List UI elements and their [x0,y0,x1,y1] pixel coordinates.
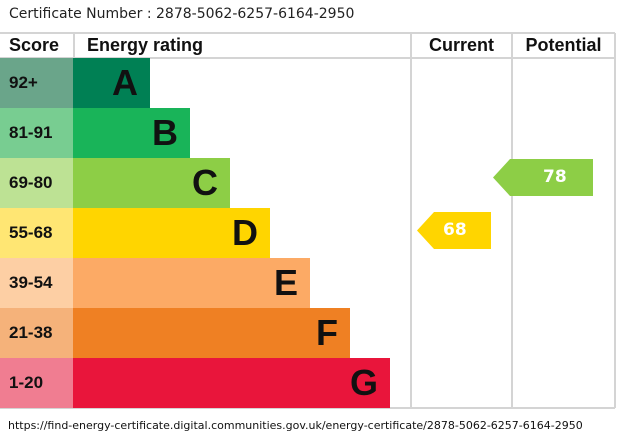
divider [73,33,75,58]
band-bar-a: A [73,58,150,108]
score-g: 1-20 [0,358,73,408]
header-energy-rating: Energy rating [87,35,204,55]
score-e: 39-54 [0,258,73,308]
divider [0,32,615,34]
score-c: 69-80 [0,158,73,208]
header-score: Score [9,35,60,55]
current-rating-value: 68 [443,220,467,240]
score-f: 21-38 [0,308,73,358]
band-bar-f: F [73,308,350,358]
band-bar-g: G [73,358,390,408]
divider [0,57,615,59]
band-bar-c: C [73,158,230,208]
header-potential: Potential [525,35,602,55]
certificate-url[interactable]: https://find-energy-certificate.digital.… [8,419,583,432]
score-a: 92+ [0,58,73,108]
band-bar-b: B [73,108,190,158]
score-d: 55-68 [0,208,73,258]
divider [410,33,412,408]
score-b: 81-91 [0,108,73,158]
divider [0,407,615,409]
potential-rating-value: 78 [543,167,567,187]
divider [614,33,616,408]
certificate-number: Certificate Number : 2878-5062-6257-6164… [9,6,355,22]
band-bar-e: E [73,258,310,308]
divider [511,33,513,408]
header-current: Current [428,35,494,55]
band-bar-d: D [73,208,270,258]
